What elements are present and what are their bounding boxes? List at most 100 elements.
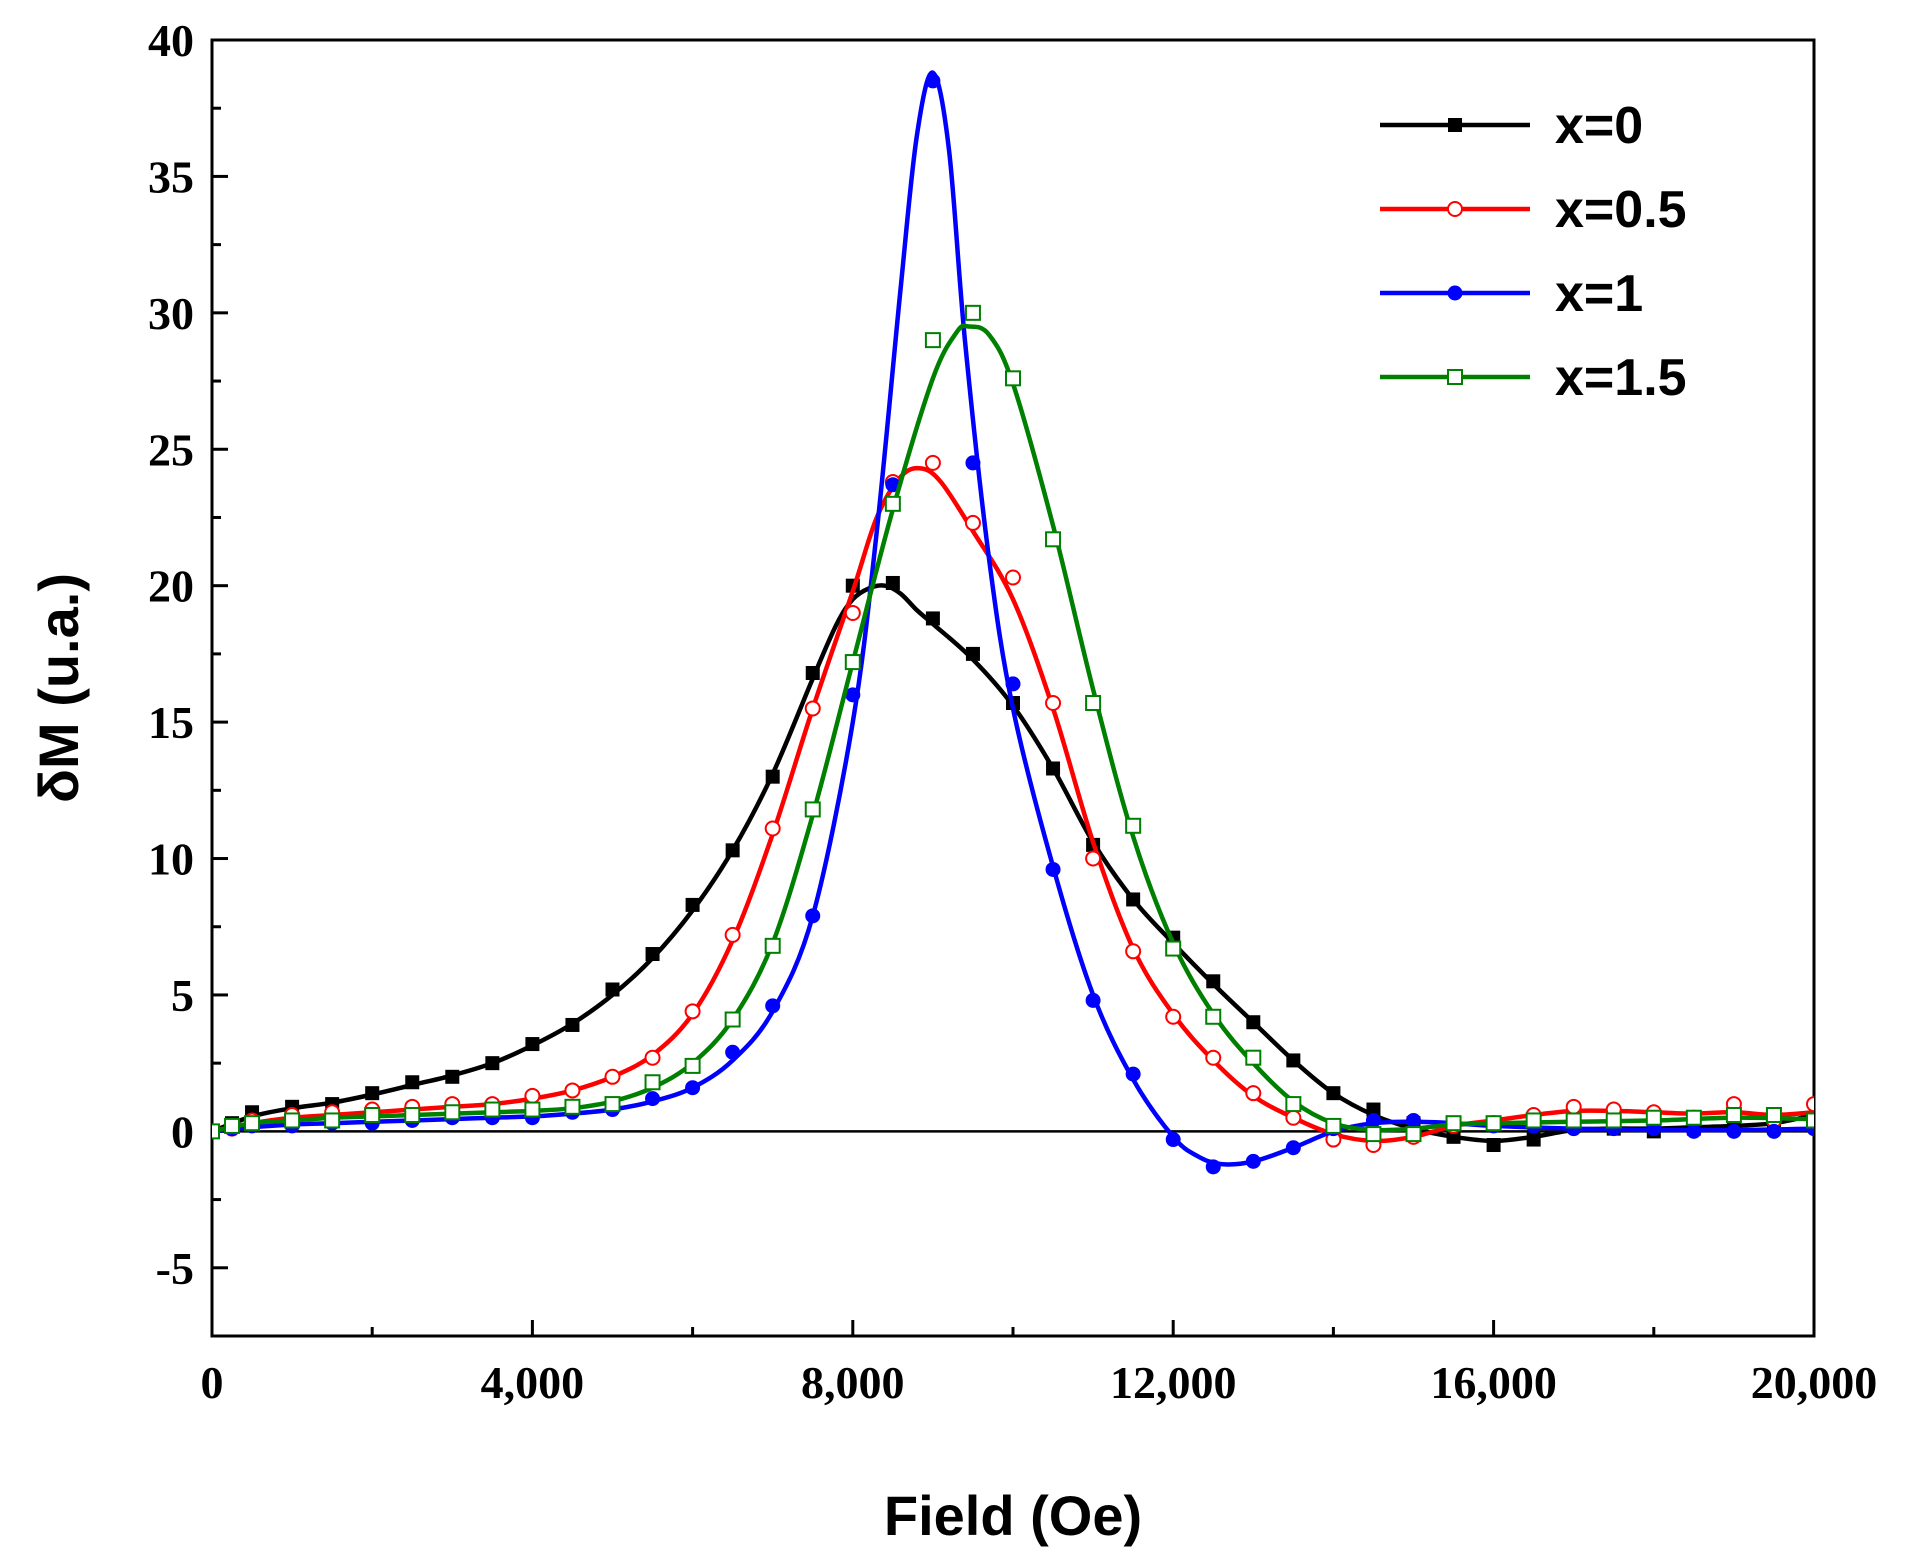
data-point [1806,1112,1814,1129]
data-point [1365,1126,1382,1143]
data-point [1205,1008,1222,1025]
data-point [1206,974,1221,989]
y-tick-label: 15 [148,697,194,748]
data-point [644,1049,661,1066]
data-point [212,1123,220,1140]
data-point [1285,1140,1301,1156]
data-point [1085,992,1101,1008]
y-tick-label: 20 [148,561,194,612]
legend-label: x=0.5 [1555,181,1687,239]
data-point [885,575,900,590]
y-axis-title: δM (u.a.) [27,573,90,803]
data-point [1765,1106,1782,1123]
data-point [525,1037,540,1052]
data-point [925,611,940,626]
data-point [1085,850,1102,867]
data-point [1366,1102,1381,1117]
data-point [1005,370,1021,387]
data-point [1485,1115,1502,1132]
data-point [685,1080,701,1096]
legend-label: x=0 [1555,97,1643,155]
data-point [1286,1053,1301,1068]
data-point [565,1017,580,1032]
data-point [1325,1117,1342,1134]
data-point [724,1011,741,1028]
data-point [1766,1123,1782,1139]
data-point [1726,1123,1742,1139]
data-point [1565,1112,1582,1129]
data-point [1525,1112,1542,1129]
data-point [964,514,981,531]
data-point [1246,1015,1261,1030]
data-point [524,1087,541,1104]
legend-label: x=1.5 [1555,349,1687,407]
data-point [284,1112,301,1129]
data-point [224,1117,241,1134]
data-point [965,455,981,471]
legend-label: x=1 [1555,265,1643,323]
data-point [1725,1106,1742,1123]
legend-marker [1447,285,1463,301]
x-axis-ticks: 0 4,000 8,000 12,000 16,000 20,000 [201,1320,1878,1408]
data-point [724,926,741,943]
data-point [564,1098,581,1115]
series-x=0.5 [212,454,1814,1154]
data-point [684,1057,701,1074]
series-layer [212,70,1814,1175]
legend: x=0 x=0.5 x=1 x=1.5 [1380,97,1687,407]
data-point [645,1091,661,1107]
series-line [212,583,1814,1144]
data-point [765,769,780,784]
data-point [1125,1066,1141,1082]
data-point [805,908,821,924]
data-point [765,998,781,1014]
data-point [1165,1008,1182,1025]
data-point [1205,1049,1222,1066]
data-point [1165,940,1182,957]
x-tick-label: 16,000 [1430,1357,1557,1408]
data-point [1245,1049,1262,1066]
data-point [645,947,660,962]
series-line [212,323,1814,1134]
data-point [1446,1129,1461,1144]
data-point [324,1112,341,1129]
data-point [485,1056,500,1071]
y-tick-label: -5 [156,1243,194,1294]
x-tick-label: 20,000 [1751,1357,1878,1408]
legend-marker [1448,118,1462,132]
data-point [364,1106,381,1123]
data-point [405,1075,420,1090]
data-point [965,646,980,661]
y-tick-label: 0 [171,1106,194,1157]
data-point [1605,1112,1622,1129]
data-point [764,820,781,837]
data-point [1125,943,1142,960]
data-point [1686,1123,1702,1139]
data-point [1486,1138,1501,1153]
data-point [524,1101,541,1118]
data-point [1005,676,1021,692]
data-point [1526,1132,1541,1147]
data-point [1685,1109,1702,1126]
data-point [1405,1126,1422,1143]
data-point [1126,892,1141,907]
data-point [804,801,821,818]
data-point [1365,1112,1381,1128]
data-point [1285,1096,1302,1113]
x-axis-title: Field (Oe) [884,1484,1142,1547]
data-point [924,454,941,471]
y-tick-label: 40 [148,15,194,66]
data-point [1205,1159,1221,1175]
data-point [1285,1109,1302,1126]
data-point [1245,1085,1262,1102]
data-point [924,332,941,349]
data-point [725,1044,741,1060]
y-tick-label: 35 [148,151,194,202]
x-tick-label: 0 [201,1357,224,1408]
data-point [1045,861,1061,877]
data-point [925,73,941,89]
data-point [1085,695,1102,712]
y-axis-ticks: -5 0 5 10 15 20 25 30 35 40 [148,15,228,1338]
data-point [884,495,901,512]
